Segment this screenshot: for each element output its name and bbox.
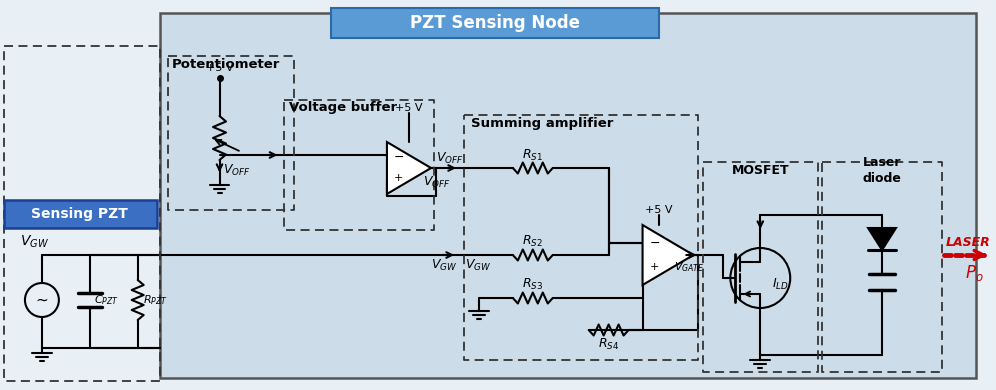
Text: +5 V: +5 V	[395, 103, 423, 113]
Text: $V_{OFF}$: $V_{OFF}$	[436, 151, 463, 165]
Text: $V_{GW}$: $V_{GW}$	[20, 234, 49, 250]
Polygon shape	[869, 228, 896, 250]
Text: $R_{S1}$: $R_{S1}$	[522, 147, 543, 163]
Text: $R_{S2}$: $R_{S2}$	[522, 234, 543, 248]
Text: LASER: LASER	[945, 236, 990, 248]
Text: −: −	[394, 151, 404, 164]
Text: Summing amplifier: Summing amplifier	[471, 117, 614, 129]
Text: $R_{S4}$: $R_{S4}$	[598, 337, 620, 351]
Text: Voltage buffer: Voltage buffer	[290, 101, 397, 115]
Bar	[4, 200, 156, 228]
Text: Sensing PZT: Sensing PZT	[32, 207, 128, 221]
Text: $V_{OFF}$: $V_{OFF}$	[223, 163, 251, 177]
Text: $V_{GW}$: $V_{GW}$	[465, 257, 491, 273]
Text: −: −	[649, 236, 660, 250]
Text: +5 V: +5 V	[206, 63, 233, 73]
Text: +: +	[649, 262, 659, 272]
Text: $V_{GATE}$: $V_{GATE}$	[674, 260, 705, 274]
Polygon shape	[642, 225, 693, 285]
Text: $P_o$: $P_o$	[964, 263, 983, 283]
Bar	[159, 13, 976, 378]
Text: Potentiometer: Potentiometer	[171, 57, 280, 71]
Text: +: +	[394, 174, 403, 183]
Text: $V_{OFF}$: $V_{OFF}$	[423, 174, 450, 190]
Text: $I_{LD}$: $I_{LD}$	[772, 277, 789, 292]
Text: Laser
diode: Laser diode	[863, 156, 901, 184]
Text: ~: ~	[36, 292, 48, 307]
Text: $V_{GW}$: $V_{GW}$	[431, 257, 457, 273]
Bar	[332, 8, 658, 38]
Polygon shape	[386, 142, 431, 194]
Text: $R_{PZT}$: $R_{PZT}$	[142, 293, 167, 307]
Text: $C_{PZT}$: $C_{PZT}$	[94, 293, 119, 307]
Text: MOSFET: MOSFET	[731, 163, 789, 177]
Text: $R_{S3}$: $R_{S3}$	[522, 277, 544, 292]
Text: PZT Sensing Node: PZT Sensing Node	[410, 14, 580, 32]
Text: +5 V: +5 V	[644, 205, 672, 215]
